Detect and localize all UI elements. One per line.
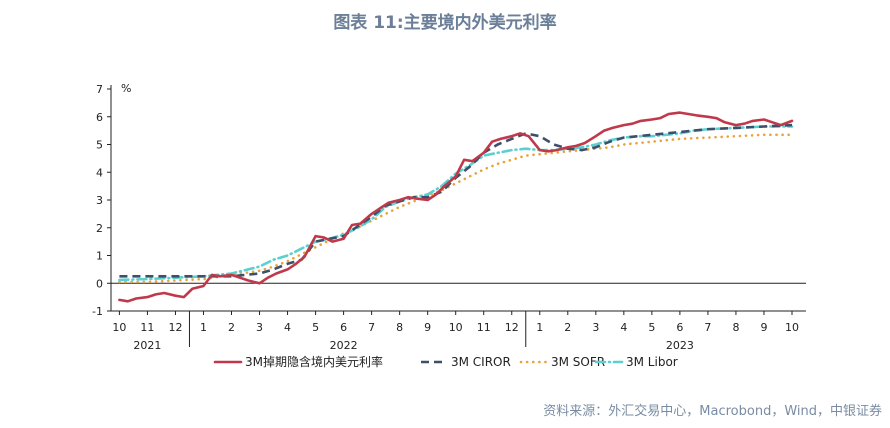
x-tick-label: 10: [449, 321, 463, 334]
y-tick-label: 7: [96, 83, 103, 96]
x-tick-label: 11: [477, 321, 491, 334]
y-tick-label: 1: [96, 250, 103, 263]
x-tick-label: 1: [200, 321, 207, 334]
x-tick-label: 7: [368, 321, 375, 334]
year-label: 2021: [133, 339, 161, 352]
legend: 3M掉期隐含境内美元利率 3M CIROR 3M SOFR 3M Libor: [213, 354, 678, 369]
x-tick-label: 3: [256, 321, 263, 334]
x-tick-label: 6: [340, 321, 347, 334]
legend-label-1: 3M掉期隐含境内美元利率: [245, 354, 383, 369]
y-tick-label: 5: [96, 139, 103, 152]
x-tick-label: 3: [592, 321, 599, 334]
y-tick-label: 2: [96, 222, 103, 235]
x-tick-label: 9: [424, 321, 431, 334]
x-tick-label: 2: [564, 321, 571, 334]
y-tick-label: 6: [96, 111, 103, 124]
x-tick-label: 9: [760, 321, 767, 334]
x-tick-label: 8: [396, 321, 403, 334]
series-line-3: [118, 133, 794, 284]
legend-label-4: 3M Libor: [626, 355, 678, 369]
x-tick-label: 2: [228, 321, 235, 334]
x-tick-label: 11: [140, 321, 154, 334]
series-line-2: [119, 123, 793, 278]
source-note: 资料来源：外汇交易中心，Macrobond，Wind，中银证券: [543, 404, 882, 419]
x-tick-label: 5: [648, 321, 655, 334]
legend-label-3: 3M SOFR: [551, 355, 605, 369]
x-tick-label: 4: [284, 321, 291, 334]
x-tick-label: 8: [732, 321, 739, 334]
y-tick-label: 3: [96, 194, 103, 207]
x-tick-label: 4: [620, 321, 627, 334]
x-tick-label: 12: [168, 321, 182, 334]
x-tick-label: 12: [505, 321, 519, 334]
y-tick-label: -1: [92, 305, 103, 318]
series-layer: [118, 111, 794, 303]
year-label: 2023: [666, 339, 694, 352]
x-tick-label: 5: [312, 321, 319, 334]
series-line-1: [118, 111, 794, 303]
x-tick-label: 10: [785, 321, 799, 334]
year-label: 2022: [330, 339, 358, 352]
series-line-4: [118, 125, 794, 282]
y-tick-label: 4: [96, 166, 103, 179]
x-tick-label: 6: [676, 321, 683, 334]
chart-title: 图表 11:主要境内外美元利率: [333, 13, 557, 33]
legend-label-2: 3M CIROR: [451, 355, 511, 369]
y-tick-label: 0: [96, 277, 103, 290]
x-tick-label: 7: [704, 321, 711, 334]
x-tick-label: 1: [536, 321, 543, 334]
y-axis-unit: %: [121, 82, 131, 95]
x-tick-label: 10: [112, 321, 126, 334]
